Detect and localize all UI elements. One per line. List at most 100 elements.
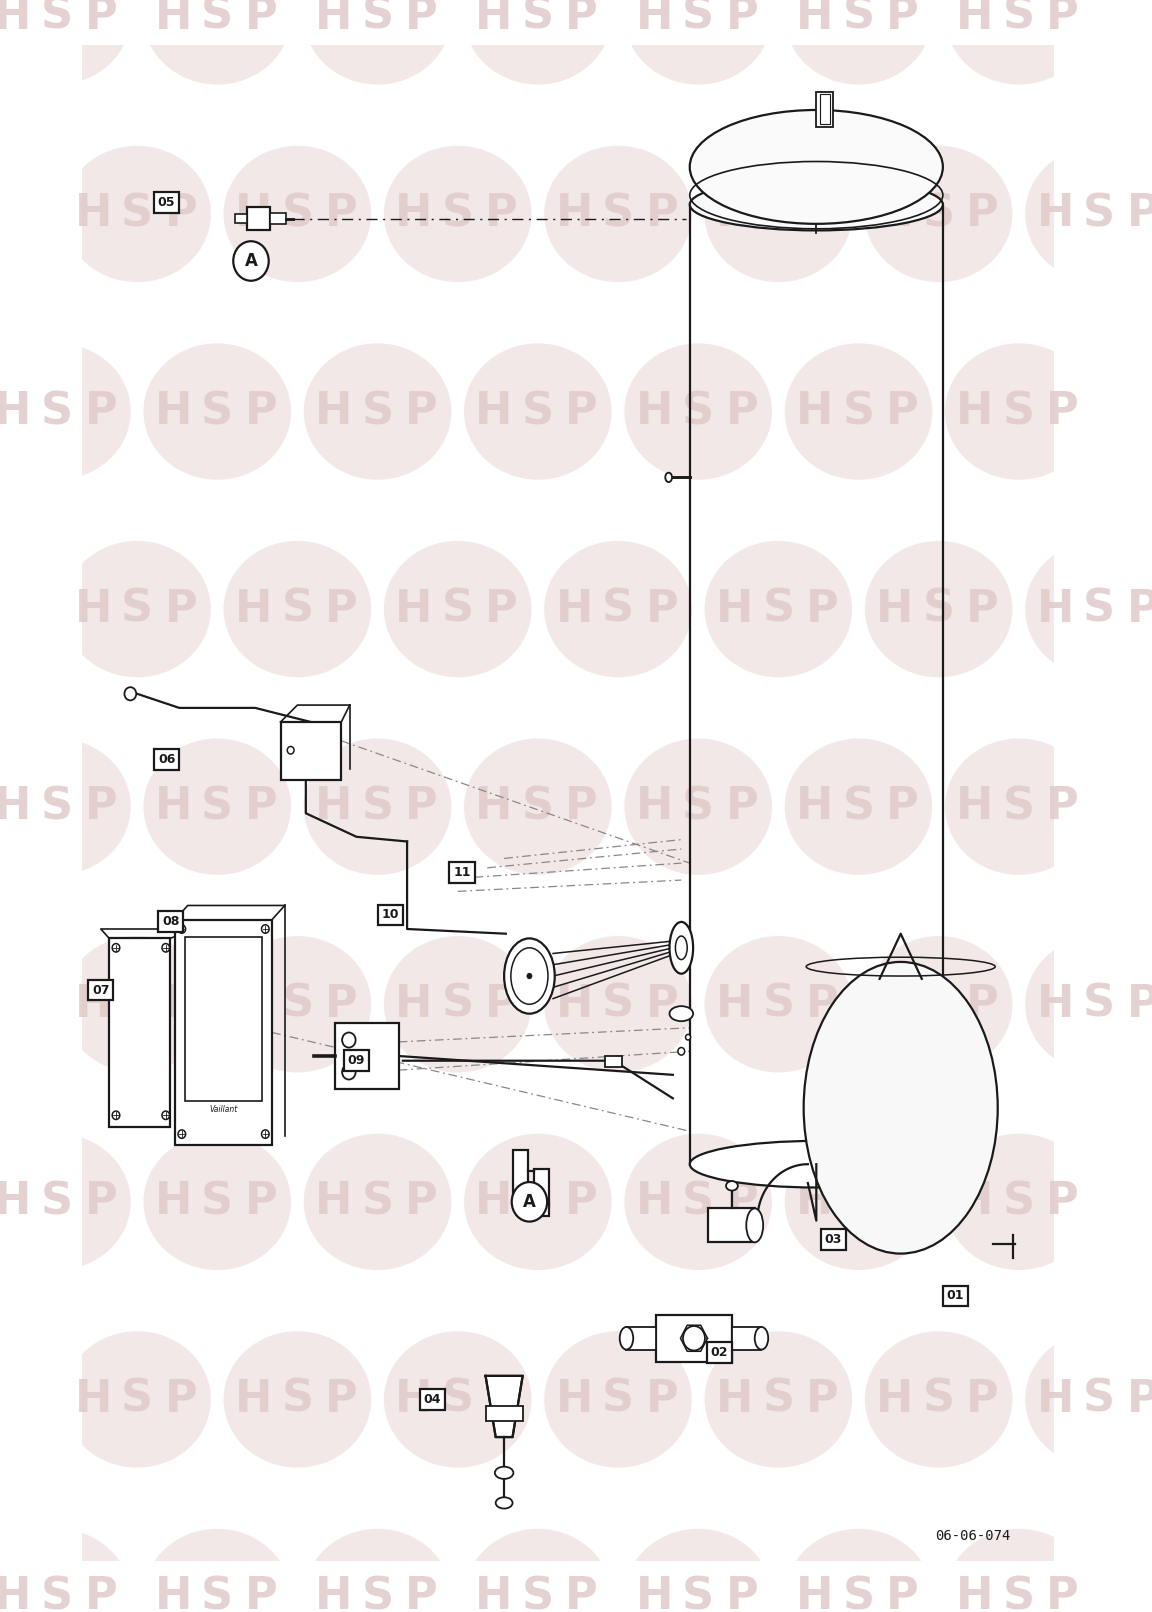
Ellipse shape <box>63 145 211 282</box>
Ellipse shape <box>143 738 291 875</box>
Text: S: S <box>362 0 394 37</box>
Text: H: H <box>715 983 753 1025</box>
Bar <box>485 1406 523 1422</box>
Text: P: P <box>84 390 118 434</box>
Text: P: P <box>645 192 679 235</box>
Text: P: P <box>325 1378 357 1420</box>
Ellipse shape <box>945 1528 1092 1612</box>
Ellipse shape <box>63 542 211 677</box>
Text: P: P <box>726 0 758 37</box>
Text: P: P <box>165 983 197 1025</box>
Bar <box>154 750 180 771</box>
Text: H: H <box>555 588 593 630</box>
Ellipse shape <box>726 1182 737 1191</box>
Ellipse shape <box>785 0 932 84</box>
Text: H: H <box>636 1180 673 1224</box>
Text: S: S <box>441 1378 473 1420</box>
Bar <box>732 1327 761 1349</box>
Ellipse shape <box>675 937 688 959</box>
Ellipse shape <box>304 0 452 84</box>
Text: P: P <box>806 192 839 235</box>
Text: H: H <box>476 1575 513 1612</box>
Text: H: H <box>555 983 593 1025</box>
Bar <box>89 980 113 1001</box>
Text: S: S <box>842 1575 874 1612</box>
Ellipse shape <box>865 1332 1013 1467</box>
Text: P: P <box>84 1180 118 1224</box>
Text: 11: 11 <box>453 866 471 879</box>
Ellipse shape <box>464 738 612 875</box>
Ellipse shape <box>342 1032 356 1048</box>
Text: P: P <box>566 1180 598 1224</box>
Ellipse shape <box>233 242 268 280</box>
Text: H: H <box>876 1378 914 1420</box>
Text: P: P <box>84 1575 118 1612</box>
Text: H: H <box>1037 588 1074 630</box>
Text: H: H <box>0 1575 32 1612</box>
Text: P: P <box>485 192 518 235</box>
Text: S: S <box>842 1180 874 1224</box>
Ellipse shape <box>384 542 531 677</box>
Text: S: S <box>522 0 554 37</box>
Ellipse shape <box>544 937 692 1072</box>
Text: P: P <box>886 390 919 434</box>
Text: P: P <box>806 1378 839 1420</box>
Bar <box>820 93 829 124</box>
Text: S: S <box>682 0 714 37</box>
Ellipse shape <box>179 925 185 933</box>
Bar <box>247 208 271 231</box>
Text: S: S <box>441 983 473 1025</box>
Text: P: P <box>406 1575 438 1612</box>
Text: P: P <box>886 1575 919 1612</box>
Ellipse shape <box>464 0 612 84</box>
Text: S: S <box>40 1180 73 1224</box>
Text: H: H <box>314 390 353 434</box>
Text: 06: 06 <box>158 753 175 766</box>
Ellipse shape <box>505 938 555 1014</box>
Ellipse shape <box>0 1133 131 1270</box>
Text: H: H <box>796 1180 833 1224</box>
Text: P: P <box>806 588 839 630</box>
Ellipse shape <box>162 943 169 953</box>
Text: S: S <box>40 390 73 434</box>
Text: S: S <box>842 0 874 37</box>
Ellipse shape <box>342 1064 356 1080</box>
Text: P: P <box>967 1378 999 1420</box>
Text: H: H <box>395 192 432 235</box>
Text: P: P <box>406 785 438 829</box>
Text: H: H <box>154 1180 192 1224</box>
Ellipse shape <box>673 953 683 961</box>
Text: S: S <box>923 192 955 235</box>
Ellipse shape <box>785 1133 932 1270</box>
Text: S: S <box>923 1378 955 1420</box>
Text: H: H <box>956 1575 994 1612</box>
Ellipse shape <box>669 922 694 974</box>
Text: S: S <box>1002 1180 1034 1224</box>
Text: H: H <box>715 1378 753 1420</box>
Text: S: S <box>682 1575 714 1612</box>
Ellipse shape <box>665 472 672 482</box>
Text: S: S <box>602 192 634 235</box>
Ellipse shape <box>143 1133 291 1270</box>
Text: P: P <box>726 785 758 829</box>
Ellipse shape <box>673 940 683 948</box>
Text: H: H <box>956 785 994 829</box>
Text: S: S <box>121 1378 153 1420</box>
Text: H: H <box>154 785 192 829</box>
Ellipse shape <box>620 1327 634 1349</box>
Text: P: P <box>485 1378 518 1420</box>
Bar <box>158 911 183 932</box>
Text: P: P <box>566 0 598 37</box>
Text: S: S <box>842 390 874 434</box>
Bar <box>419 1390 445 1410</box>
Text: H: H <box>636 1575 673 1612</box>
Ellipse shape <box>865 937 1013 1072</box>
Ellipse shape <box>304 738 452 875</box>
Text: P: P <box>726 390 758 434</box>
Text: P: P <box>325 983 357 1025</box>
Text: S: S <box>121 192 153 235</box>
Ellipse shape <box>262 925 270 933</box>
Ellipse shape <box>1025 145 1152 282</box>
Text: P: P <box>1046 785 1079 829</box>
Text: P: P <box>325 588 357 630</box>
